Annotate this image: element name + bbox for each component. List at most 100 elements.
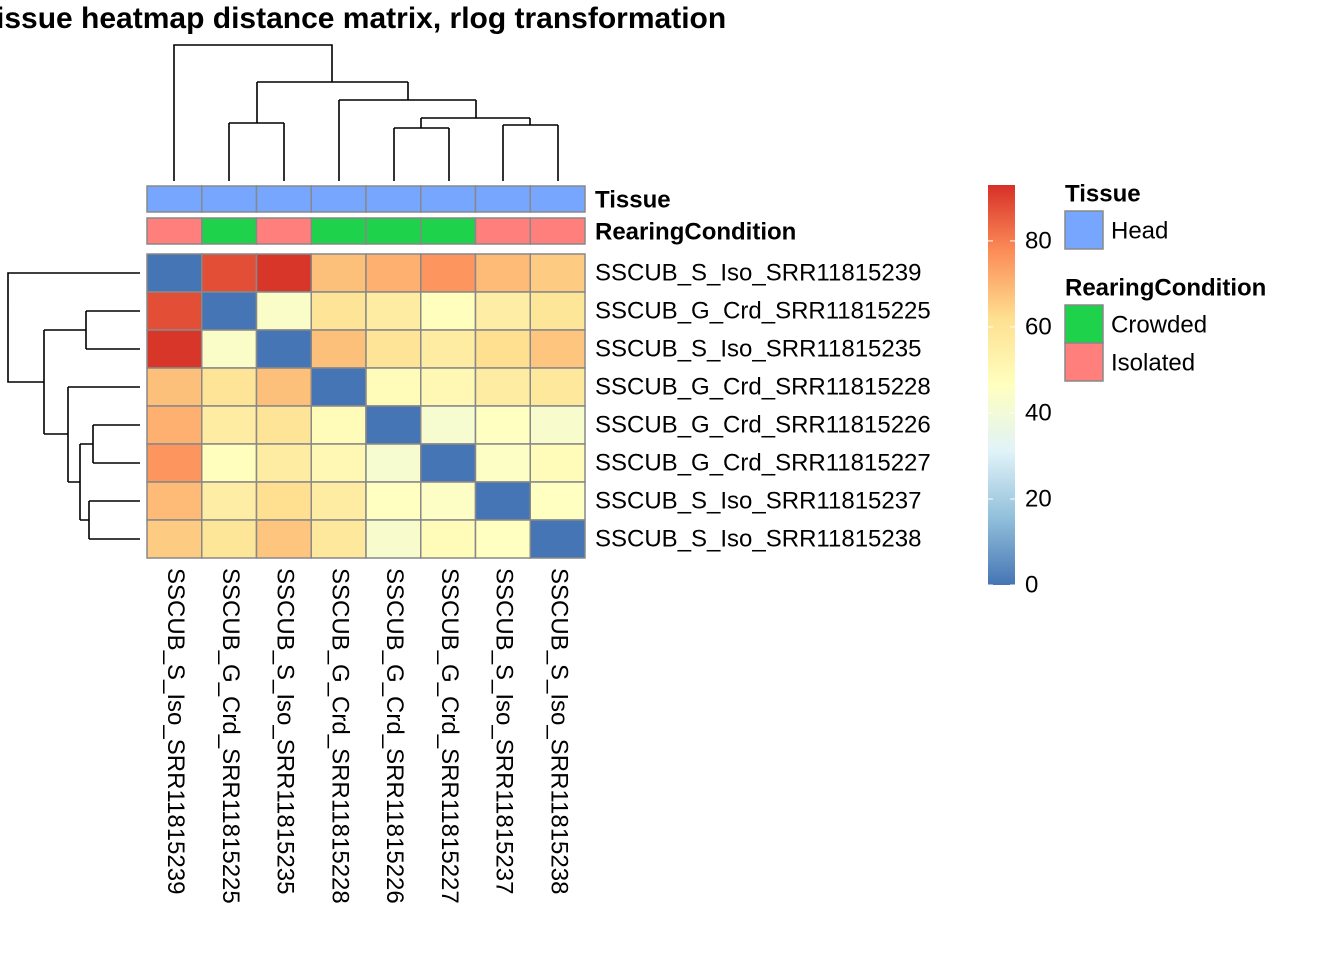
column-dendrogram bbox=[173, 44, 559, 181]
heatmap-cell bbox=[420, 367, 477, 407]
heatmap-cell bbox=[255, 405, 312, 445]
row-dendrogram bbox=[7, 272, 140, 540]
annotation-cell bbox=[255, 185, 312, 213]
heatmap-cell bbox=[365, 291, 422, 331]
heatmap-cell bbox=[529, 519, 586, 559]
colorbar-tick-label: 20 bbox=[1025, 485, 1052, 512]
heatmap-cell bbox=[474, 481, 531, 521]
legend-swatch bbox=[1064, 210, 1104, 250]
heatmap-cell bbox=[255, 519, 312, 559]
heatmap-cell bbox=[529, 329, 586, 369]
heatmap-cell bbox=[310, 367, 367, 407]
heatmap-cell bbox=[201, 329, 258, 369]
legend-swatch bbox=[1064, 342, 1104, 382]
heatmap-cell bbox=[146, 519, 203, 559]
heatmap-cell bbox=[365, 329, 422, 369]
legend-title: RearingCondition bbox=[1065, 274, 1266, 301]
row-label: SSCUB_G_Crd_SRR11815227 bbox=[595, 449, 931, 476]
heatmap-cell bbox=[420, 329, 477, 369]
heatmap-cell bbox=[365, 405, 422, 445]
heatmap-cell bbox=[146, 405, 203, 445]
column-label: SSCUB_G_Crd_SRR11815226 bbox=[381, 568, 408, 904]
row-label: SSCUB_S_Iso_SRR11815238 bbox=[595, 525, 921, 552]
row-label: SSCUB_S_Iso_SRR11815235 bbox=[595, 335, 921, 362]
heatmap-cell bbox=[474, 405, 531, 445]
heatmap-cell bbox=[255, 443, 312, 483]
heatmap-cell bbox=[365, 519, 422, 559]
heatmap-cell bbox=[201, 443, 258, 483]
heatmap-cell bbox=[529, 291, 586, 331]
heatmap-cell bbox=[420, 253, 477, 293]
annotation-label: RearingCondition bbox=[595, 218, 796, 245]
heatmap-cell bbox=[474, 367, 531, 407]
annotation-cell bbox=[201, 185, 258, 213]
heatmap-cell bbox=[201, 405, 258, 445]
annotation-cell bbox=[474, 217, 531, 245]
row-label: SSCUB_G_Crd_SRR11815226 bbox=[595, 411, 931, 438]
legend-title: Tissue bbox=[1065, 180, 1141, 207]
annotation-cell bbox=[420, 185, 477, 213]
column-label: SSCUB_G_Crd_SRR11815225 bbox=[217, 568, 244, 904]
annotation-cell bbox=[365, 185, 422, 213]
heatmap-cell bbox=[310, 253, 367, 293]
heatmap-cell bbox=[474, 253, 531, 293]
legend-swatch bbox=[1064, 304, 1104, 344]
annotation-cell bbox=[310, 185, 367, 213]
row-label: SSCUB_S_Iso_SRR11815239 bbox=[595, 259, 921, 286]
heatmap-cell bbox=[146, 329, 203, 369]
colorbar-tick-label: 0 bbox=[1025, 571, 1038, 598]
annotation-cell bbox=[420, 217, 477, 245]
legend-label: Head bbox=[1111, 217, 1168, 244]
heatmap-cell bbox=[310, 405, 367, 445]
annotation-cell bbox=[146, 217, 203, 245]
legend-label: Crowded bbox=[1111, 311, 1207, 338]
heatmap-cell bbox=[529, 481, 586, 521]
heatmap-cell bbox=[529, 405, 586, 445]
annotation-cell bbox=[310, 217, 367, 245]
annotation-cell bbox=[201, 217, 258, 245]
heatmap-cell bbox=[201, 481, 258, 521]
heatmap-cell bbox=[310, 519, 367, 559]
legend-label: Isolated bbox=[1111, 349, 1195, 376]
heatmap-cell bbox=[255, 291, 312, 331]
heatmap-cell bbox=[365, 481, 422, 521]
heatmap-cell bbox=[365, 253, 422, 293]
heatmap-cell bbox=[146, 443, 203, 483]
heatmap-cell bbox=[420, 443, 477, 483]
column-label: SSCUB_S_Iso_SRR11815235 bbox=[272, 568, 299, 894]
heatmap-cell bbox=[255, 253, 312, 293]
annotation-cell bbox=[529, 217, 586, 245]
row-label: SSCUB_G_Crd_SRR11815228 bbox=[595, 373, 931, 400]
annotation-cell bbox=[255, 217, 312, 245]
annotation-cell bbox=[529, 185, 586, 213]
heatmap-cell bbox=[474, 291, 531, 331]
chart-title: issue heatmap distance matrix, rlog tran… bbox=[0, 2, 726, 35]
heatmap-cell bbox=[365, 367, 422, 407]
colorbar bbox=[988, 185, 1015, 585]
heatmap-cell bbox=[420, 481, 477, 521]
heatmap-cell bbox=[201, 253, 258, 293]
heatmap-cell bbox=[365, 443, 422, 483]
heatmap-cell bbox=[201, 291, 258, 331]
annotation-cell bbox=[365, 217, 422, 245]
column-label: SSCUB_S_Iso_SRR11815237 bbox=[491, 568, 518, 894]
heatmap-cell bbox=[420, 405, 477, 445]
annotation-cell bbox=[146, 185, 203, 213]
row-label: SSCUB_G_Crd_SRR11815225 bbox=[595, 297, 931, 324]
column-label: SSCUB_G_Crd_SRR11815228 bbox=[326, 568, 353, 904]
heatmap-cell bbox=[310, 443, 367, 483]
colorbar-tick-label: 80 bbox=[1025, 227, 1052, 254]
column-label: SSCUB_G_Crd_SRR11815227 bbox=[436, 568, 463, 904]
heatmap-cell bbox=[146, 253, 203, 293]
row-label: SSCUB_S_Iso_SRR11815237 bbox=[595, 487, 921, 514]
heatmap-cell bbox=[474, 443, 531, 483]
heatmap-cell bbox=[146, 481, 203, 521]
heatmap-cell bbox=[255, 367, 312, 407]
heatmap-cell bbox=[310, 481, 367, 521]
annotation-label: Tissue bbox=[595, 186, 671, 213]
heatmap-cell bbox=[146, 367, 203, 407]
heatmap-cell bbox=[146, 291, 203, 331]
heatmap-cell bbox=[255, 481, 312, 521]
heatmap-cell bbox=[310, 291, 367, 331]
